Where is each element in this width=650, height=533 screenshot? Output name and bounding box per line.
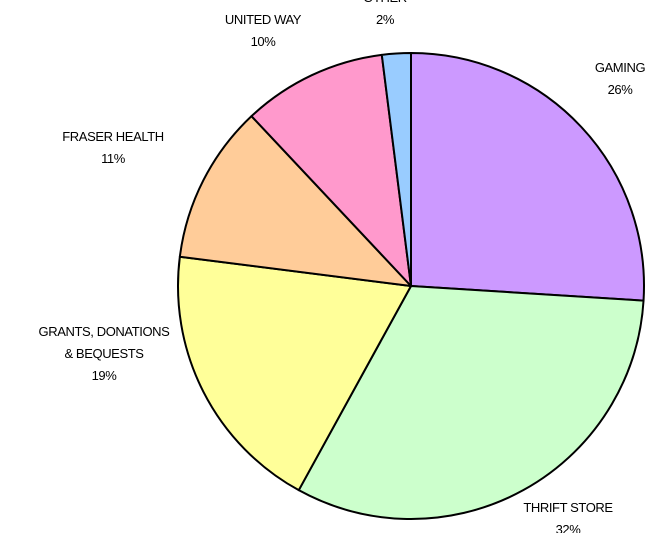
slice-value-label-thrift-store: 32% [556, 522, 582, 533]
pie-slices [177, 52, 645, 520]
pie-slice-thrift-store [297, 285, 645, 520]
slice-category-label-thrift-store: THRIFT STORE [523, 500, 613, 515]
pie-slice-grants-donations-bequests [177, 255, 412, 492]
slice-value-label-gaming: 26% [608, 82, 634, 97]
slice-category-label-other: OTHER [363, 0, 407, 5]
slice-category-label-united-way: UNITED WAY [225, 12, 302, 27]
pie-slice-other [380, 52, 412, 287]
slice-category-label-grants-donations-bequests: & BEQUESTS [64, 346, 144, 361]
slice-category-label-fraser-health: FRASER HEALTH [62, 129, 163, 144]
pie-slice-united-way [250, 53, 412, 287]
slice-value-label-other: 2% [376, 12, 395, 27]
pie-slice-gaming [410, 52, 645, 302]
slice-value-label-grants-donations-bequests: 19% [92, 368, 118, 383]
slice-category-label-gaming: GAMING [595, 60, 646, 75]
slice-value-label-fraser-health: 11% [101, 151, 126, 166]
slice-category-label-grants-donations-bequests: GRANTS, DONATIONS [39, 324, 171, 339]
slice-value-label-united-way: 10% [251, 34, 277, 49]
slice-labels: GAMING 26% THRIFT STORE 32% GRANTS, DONATION… [39, 0, 646, 533]
pie-slice-fraser-health [178, 115, 412, 287]
